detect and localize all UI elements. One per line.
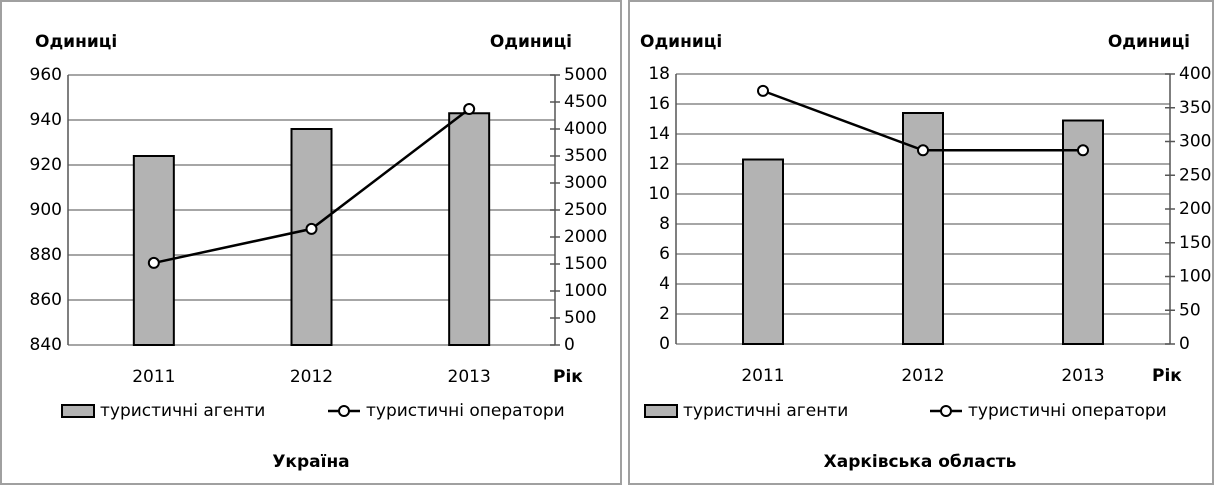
y2-tick-label: 4500 xyxy=(564,92,607,112)
legend-label: туристичні агенти xyxy=(100,401,265,421)
y2-tick-label: 300 xyxy=(1179,132,1211,152)
y2-tick-label: 0 xyxy=(1179,334,1190,354)
y-tick-label: 940 xyxy=(30,110,62,130)
bar xyxy=(132,155,175,346)
y2-tick-label: 1000 xyxy=(564,281,607,301)
y-tick-label: 920 xyxy=(30,155,62,175)
y-tick-label: 2 xyxy=(659,304,670,324)
point xyxy=(147,256,160,269)
y-tick-label: 840 xyxy=(30,335,62,355)
y-tick-label: 10 xyxy=(648,184,670,204)
point xyxy=(917,144,929,157)
x-axis-label: Рік xyxy=(553,367,583,387)
legend-swatch xyxy=(61,404,95,418)
y2-tick-label: 50 xyxy=(1179,300,1201,320)
bar xyxy=(1062,119,1104,345)
y2-tick-label: 250 xyxy=(1179,165,1211,185)
bar xyxy=(448,112,491,346)
y2-tick-label: 4000 xyxy=(564,119,607,139)
panel-border xyxy=(0,0,622,485)
y-tick-label: 16 xyxy=(648,94,670,114)
y2-tick-label: 3000 xyxy=(564,173,607,193)
legend-label: туристичні оператори xyxy=(366,401,565,421)
x-tick-label: 2013 xyxy=(1061,366,1104,386)
legend-label: туристичні оператори xyxy=(968,401,1167,421)
legend-label: туристичні агенти xyxy=(683,401,848,421)
y2-tick-label: 350 xyxy=(1179,98,1211,118)
y-tick-label: 8 xyxy=(659,214,670,234)
chart-title: Україна xyxy=(272,452,349,472)
x-tick-label: 2012 xyxy=(901,366,944,386)
y2-tick-label: 5000 xyxy=(564,65,607,85)
y-tick-label: 4 xyxy=(659,274,670,294)
y2-tick-label: 0 xyxy=(564,335,575,355)
y-tick-label: 0 xyxy=(659,334,670,354)
x-axis-label: Рік xyxy=(1152,366,1182,386)
point xyxy=(757,84,769,97)
bar xyxy=(290,128,333,346)
x-tick-label: 2013 xyxy=(448,367,491,387)
legend-swatch xyxy=(940,405,952,417)
panel-border xyxy=(628,0,1214,485)
y2-axis-label: Одиниці xyxy=(490,32,572,52)
y-axis-label: Одиниці xyxy=(35,32,117,52)
y2-tick-label: 3500 xyxy=(564,146,607,166)
legend-swatch xyxy=(338,405,350,417)
y2-tick-label: 400 xyxy=(1179,64,1211,84)
y-tick-label: 18 xyxy=(648,64,670,84)
point xyxy=(305,222,318,235)
point xyxy=(463,103,476,116)
y2-tick-label: 1500 xyxy=(564,254,607,274)
y-tick-label: 6 xyxy=(659,244,670,264)
y-tick-label: 960 xyxy=(30,65,62,85)
y2-tick-label: 500 xyxy=(564,308,596,328)
x-tick-label: 2011 xyxy=(132,367,175,387)
y-tick-label: 900 xyxy=(30,200,62,220)
y2-tick-label: 150 xyxy=(1179,233,1211,253)
y2-tick-label: 2500 xyxy=(564,200,607,220)
x-tick-label: 2012 xyxy=(290,367,333,387)
chart-title: Харківська область xyxy=(824,452,1017,472)
y2-tick-label: 200 xyxy=(1179,199,1211,219)
y2-axis-label: Одиниці xyxy=(1108,32,1190,52)
legend-swatch xyxy=(644,404,678,418)
y-tick-label: 860 xyxy=(30,290,62,310)
y2-tick-label: 2000 xyxy=(564,227,607,247)
y-axis-label: Одиниці xyxy=(640,32,722,52)
y-tick-label: 14 xyxy=(648,124,670,144)
x-tick-label: 2011 xyxy=(741,366,784,386)
bar xyxy=(742,158,784,345)
y2-tick-label: 100 xyxy=(1179,267,1211,287)
y-tick-label: 12 xyxy=(648,154,670,174)
point xyxy=(1077,144,1089,157)
y-tick-label: 880 xyxy=(30,245,62,265)
